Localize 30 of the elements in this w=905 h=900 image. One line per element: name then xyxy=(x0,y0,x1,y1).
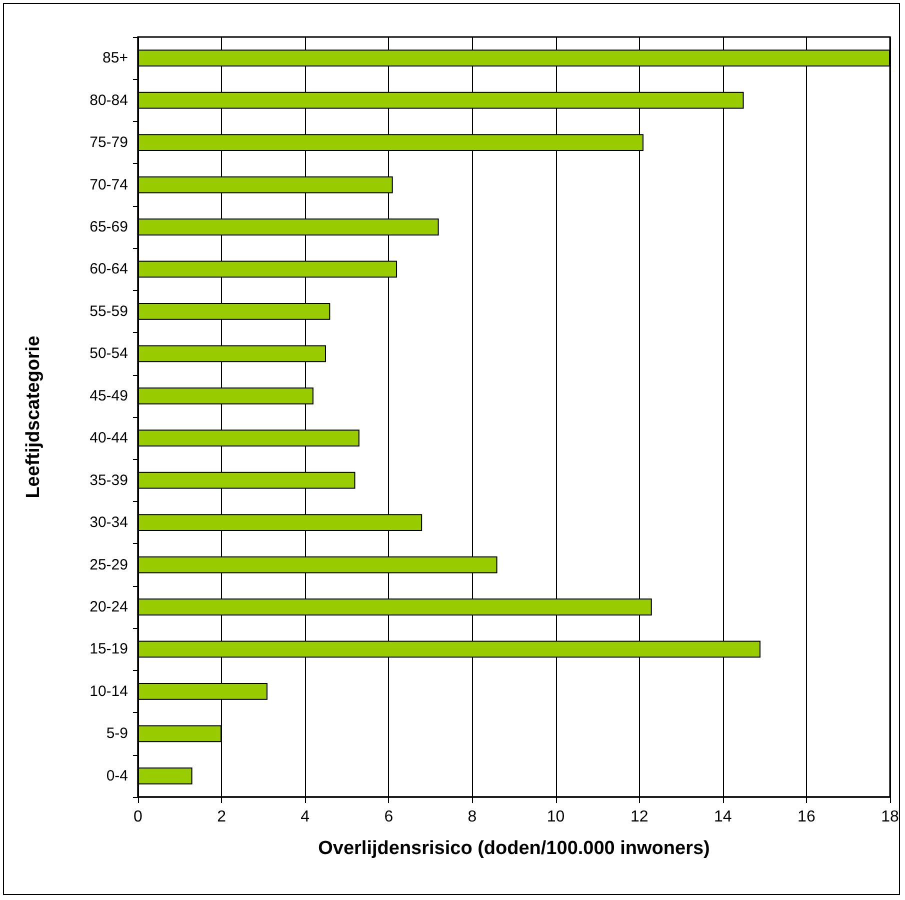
y-tick-label: 60-64 xyxy=(90,260,128,278)
y-tick-label: 10-14 xyxy=(90,682,128,700)
y-tick-label: 20-24 xyxy=(90,598,128,616)
y-tick-label: 0-4 xyxy=(106,767,128,784)
x-tick-label: 8 xyxy=(468,808,477,826)
y-tick-label: 50-54 xyxy=(90,345,128,362)
x-axis-title: Overlijdensrisico (doden/100.000 inwoners) xyxy=(318,838,710,859)
y-tick-label: 40-44 xyxy=(90,430,128,447)
x-tick-label: 16 xyxy=(798,808,816,826)
y-axis-title: Leeftijdscategorie xyxy=(23,336,44,498)
y-tick-label: 45-49 xyxy=(90,387,128,404)
y-tick-label: 15-19 xyxy=(90,640,128,658)
x-tick-label: 2 xyxy=(217,808,226,826)
x-tick-label: 0 xyxy=(134,808,143,826)
x-tick-label: 18 xyxy=(881,808,899,826)
x-tick-label: 12 xyxy=(630,808,648,826)
x-tick-label: 4 xyxy=(300,808,310,826)
y-tick-label: 70-74 xyxy=(90,176,128,194)
y-tick-label: 35-39 xyxy=(90,472,128,489)
y-tick-label: 55-59 xyxy=(90,302,128,320)
x-tick-label: 14 xyxy=(714,808,732,826)
y-tick-label: 5-9 xyxy=(106,725,128,742)
y-tick-label: 80-84 xyxy=(90,92,128,109)
x-tick-label: 6 xyxy=(384,808,394,826)
y-tick-label: 65-69 xyxy=(90,218,128,236)
y-tick-label: 75-79 xyxy=(90,134,128,152)
x-tick-label: 10 xyxy=(546,808,565,826)
y-tick-label: 30-34 xyxy=(90,514,128,532)
y-tick-label: 25-29 xyxy=(90,556,128,574)
y-tick-label: 85+ xyxy=(102,50,128,67)
